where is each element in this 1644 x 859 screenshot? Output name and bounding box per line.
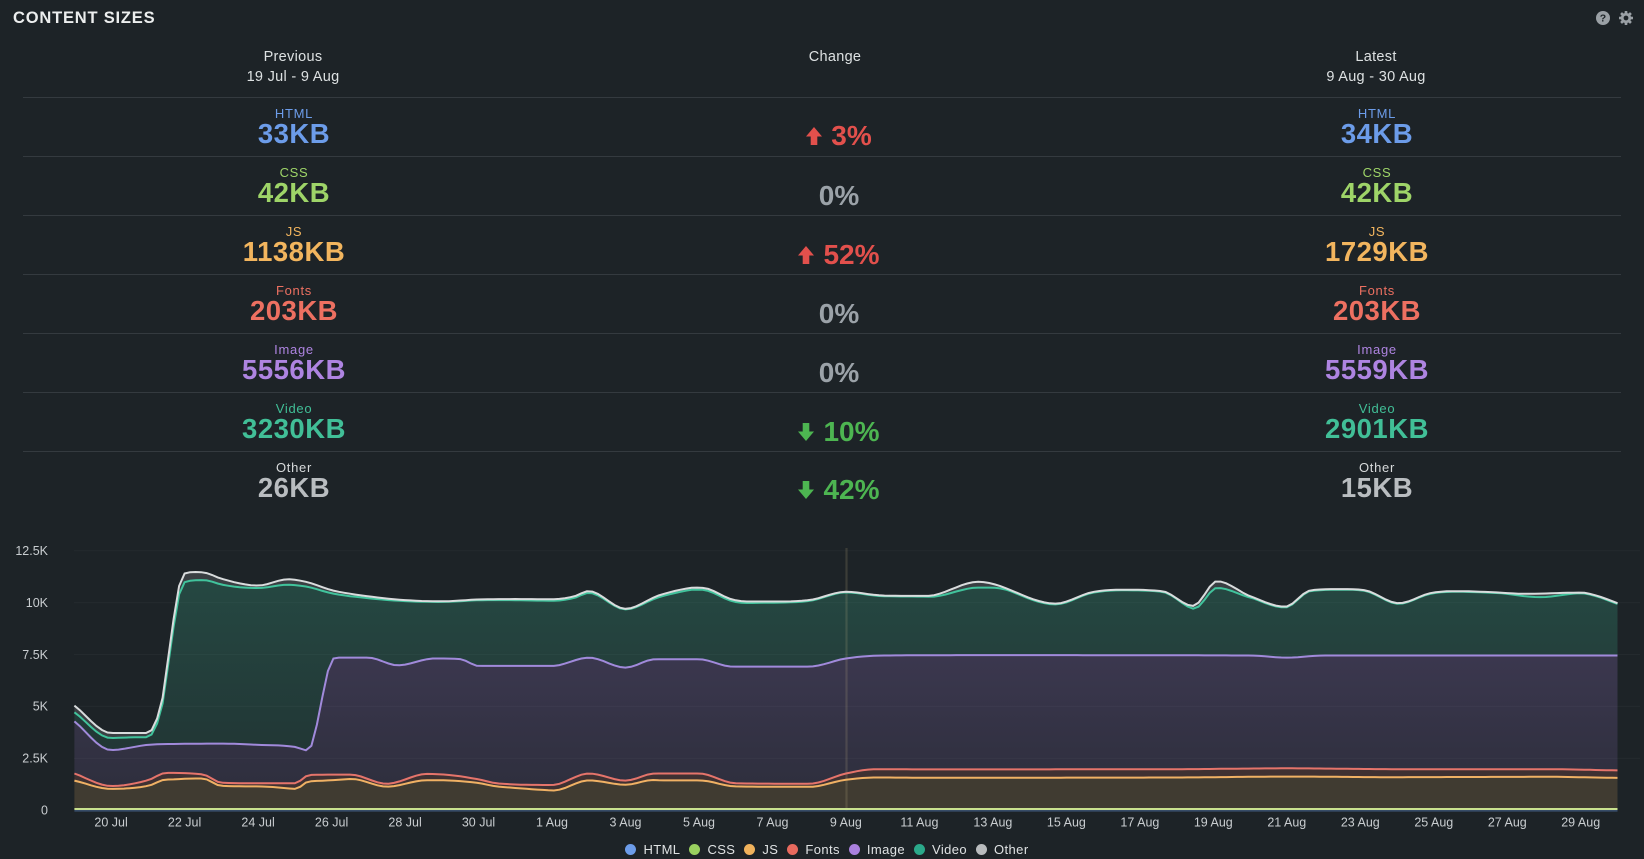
svg-text:21 Aug: 21 Aug xyxy=(1267,816,1306,830)
svg-text:23 Aug: 23 Aug xyxy=(1341,816,1380,830)
svg-text:1 Aug: 1 Aug xyxy=(536,816,568,830)
svg-text:9 Aug: 9 Aug xyxy=(830,816,862,830)
svg-text:12.5K: 12.5K xyxy=(15,544,48,558)
svg-text:26 Jul: 26 Jul xyxy=(315,816,348,830)
svg-text:7 Aug: 7 Aug xyxy=(757,816,789,830)
svg-text:22 Jul: 22 Jul xyxy=(168,816,201,830)
svg-text:19 Aug: 19 Aug xyxy=(1194,816,1233,830)
svg-text:5 Aug: 5 Aug xyxy=(683,816,715,830)
svg-text:2.5K: 2.5K xyxy=(22,752,48,766)
svg-text:13 Aug: 13 Aug xyxy=(973,816,1012,830)
svg-text:30 Jul: 30 Jul xyxy=(462,816,495,830)
svg-text:10K: 10K xyxy=(26,596,49,610)
svg-text:29 Aug: 29 Aug xyxy=(1561,816,1600,830)
svg-text:7.5K: 7.5K xyxy=(22,648,48,662)
svg-text:5K: 5K xyxy=(33,700,49,714)
svg-text:24 Jul: 24 Jul xyxy=(241,816,274,830)
svg-text:27 Aug: 27 Aug xyxy=(1488,816,1527,830)
svg-text:3 Aug: 3 Aug xyxy=(610,816,642,830)
svg-text:15 Aug: 15 Aug xyxy=(1047,816,1086,830)
svg-text:0: 0 xyxy=(41,804,48,818)
svg-text:?: ? xyxy=(1600,13,1606,25)
svg-text:28 Jul: 28 Jul xyxy=(388,816,421,830)
svg-text:11 Aug: 11 Aug xyxy=(900,816,938,830)
svg-text:25 Aug: 25 Aug xyxy=(1414,816,1453,830)
svg-text:17 Aug: 17 Aug xyxy=(1120,816,1159,830)
svg-text:20 Jul: 20 Jul xyxy=(94,816,127,830)
